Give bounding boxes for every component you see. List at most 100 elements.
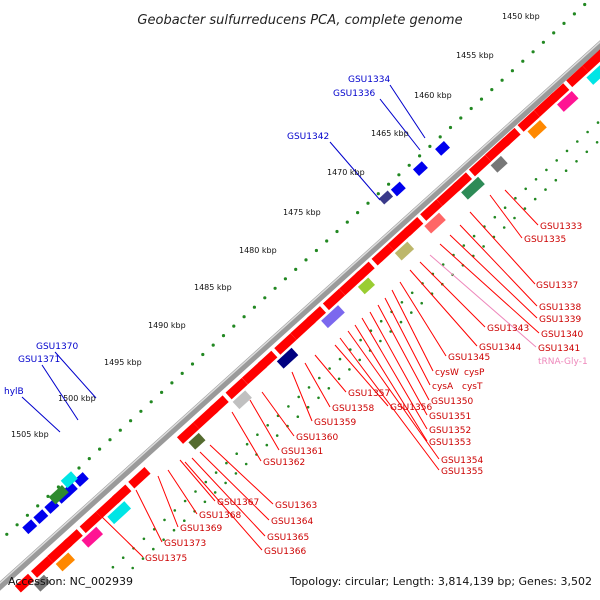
gene-block [209,395,229,415]
label-GSU1336[interactable]: GSU1336 [333,89,375,99]
ring-dot [108,438,112,442]
label-GSU1335[interactable]: GSU1335 [524,235,566,245]
leader-line [329,141,381,201]
tick-1465: 1465 kbp [371,129,409,138]
ring-dot [242,315,246,319]
label-GSU1353[interactable]: GSU1353 [429,438,471,448]
label-GSU1365[interactable]: GSU1365 [267,533,309,543]
ring-dot [162,538,165,541]
label-GSU1350[interactable]: GSU1350 [431,397,473,407]
label-cysP[interactable]: cysP [464,368,485,378]
ring-dot [318,376,321,380]
gene-block [81,526,104,548]
label-GSU1351[interactable]: GSU1351 [429,412,471,422]
label-cysA[interactable]: cysA [432,382,454,392]
leader-line [21,396,61,433]
label-GSU1370[interactable]: GSU1370 [36,342,78,352]
ring-dot [472,234,476,238]
label-GSU1343[interactable]: GSU1343 [487,324,529,334]
ring-dot [183,519,186,522]
label-GSU1359[interactable]: GSU1359 [314,418,356,428]
label-GSU1364[interactable]: GSU1364 [271,517,313,527]
ring-dot [307,386,311,389]
tick-1485: 1485 kbp [194,283,232,292]
ring-dot [314,248,318,253]
gene-block [33,574,51,592]
label-GSU1352[interactable]: GSU1352 [429,426,471,436]
label-tRNA-Gly-1[interactable]: tRNA-Gly-1 [538,357,588,367]
label-GSU1342[interactable]: GSU1342 [287,132,329,142]
ring-dot [338,357,342,361]
ring-dot [306,405,310,409]
ring-dot [163,518,166,522]
label-GSU1369[interactable]: GSU1369 [180,524,222,534]
leader-line [389,84,426,139]
label-GSU1338[interactable]: GSU1338 [539,303,581,313]
label-GSU1360[interactable]: GSU1360 [296,433,338,443]
label-GSU1345[interactable]: GSU1345 [448,353,490,363]
label-hylB[interactable]: hylB [4,387,24,397]
label-GSU1362[interactable]: GSU1362 [263,458,305,468]
gene-features [14,38,600,593]
tick-1475: 1475 kbp [283,208,321,217]
gene-block [566,65,589,88]
tick-1490: 1490 kbp [148,321,186,330]
gene-block [188,432,206,450]
ring-dot [224,481,227,485]
ring-dot [441,263,445,266]
ring-dot [273,286,277,290]
forward-strand-labels: GSU1333 GSU1335 GSU1337 GSU1338 GSU1339 … [145,222,588,564]
ring-dot [244,462,248,466]
label-GSU1357[interactable]: GSU1357 [348,389,390,399]
label-GSU1341[interactable]: GSU1341 [538,344,580,354]
ring-dot [554,178,558,182]
ring-dot [142,537,146,541]
label-GSU1333[interactable]: GSU1333 [540,222,582,232]
gene-block [468,154,492,177]
gene-block [322,288,346,311]
gene-block [193,404,219,430]
label-GSU1361[interactable]: GSU1361 [281,447,323,457]
label-cysW[interactable]: cysW [435,368,459,378]
ring-dot [358,358,362,362]
leader-line [384,297,431,386]
ring-dot [121,556,125,559]
ring-dot [25,513,29,517]
gene-block [63,529,83,548]
label-GSU1363[interactable]: GSU1363 [275,501,317,511]
ring-dot [438,135,442,139]
ring-dot [129,419,133,423]
ring-dot [139,409,143,413]
gene-block [47,538,73,563]
label-GSU1339[interactable]: GSU1339 [539,315,581,325]
leader-line [54,351,97,399]
label-GSU1344[interactable]: GSU1344 [479,343,521,353]
gene-block [390,181,406,197]
label-GSU1367[interactable]: GSU1367 [217,498,259,508]
label-GSU1356[interactable]: GSU1356 [390,403,432,413]
label-GSU1337[interactable]: GSU1337 [536,281,578,291]
label-GSU1340[interactable]: GSU1340 [541,330,583,340]
label-GSU1375[interactable]: GSU1375 [145,554,187,564]
ring-dot [304,258,308,262]
label-GSU1366[interactable]: GSU1366 [264,547,306,557]
ring-dot [283,277,287,281]
ring-dot [572,12,577,16]
label-GSU1371[interactable]: GSU1371 [18,355,60,365]
ring-dot [214,471,218,474]
label-cysT[interactable]: cysT [462,382,483,392]
backbone [0,40,600,591]
label-GSU1358[interactable]: GSU1358 [332,404,374,414]
ring-dot [170,381,174,385]
ring-dot [521,59,525,63]
gene-block [225,377,248,400]
ring-dot [586,130,589,134]
label-GSU1334[interactable]: GSU1334 [348,75,390,85]
gene-block [403,217,424,236]
label-GSU1368[interactable]: GSU1368 [199,511,241,521]
ring-dot [180,371,184,375]
label-GSU1354[interactable]: GSU1354 [441,456,483,466]
label-GSU1355[interactable]: GSU1355 [441,467,483,477]
label-GSU1373[interactable]: GSU1373 [164,539,206,549]
leader-line [369,311,428,416]
